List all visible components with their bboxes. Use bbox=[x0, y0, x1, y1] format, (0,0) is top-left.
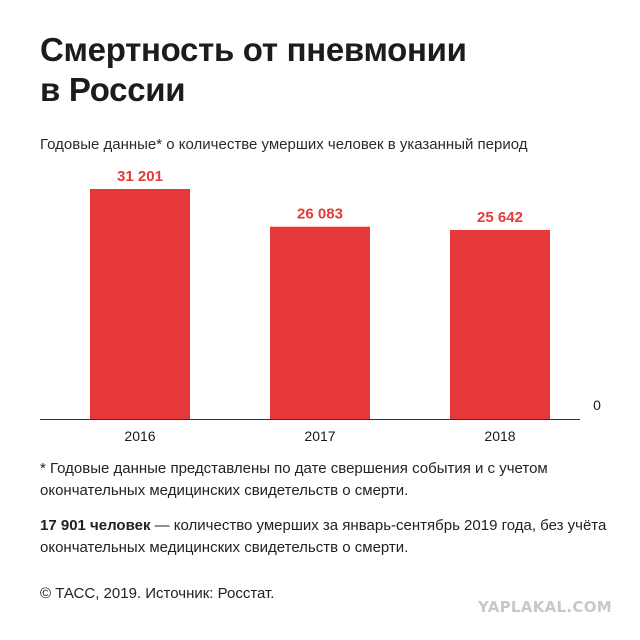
x-tick-2016: 2016 bbox=[124, 428, 155, 444]
footnote: * Годовые данные представлены по дате св… bbox=[40, 460, 548, 499]
source-credit: © ТАСС, 2019. Источник: Росстат. bbox=[40, 585, 275, 602]
bar-2017 bbox=[270, 226, 370, 419]
x-tick-2018: 2018 bbox=[484, 428, 515, 444]
y-zero-label: 0 bbox=[593, 397, 601, 413]
note-text: — количество умерших за январь-сентябрь … bbox=[40, 517, 607, 556]
title-line-1: Смертность от пневмонии bbox=[40, 31, 467, 68]
note-bold: 17 901 человек bbox=[40, 517, 151, 534]
title-line-2: в России bbox=[40, 71, 186, 108]
note: 17 901 человек — количество умерших за я… bbox=[40, 515, 620, 559]
watermark: YAPLAKAL.COM bbox=[478, 598, 612, 616]
value-label-2016: 31 201 bbox=[117, 168, 163, 185]
value-label-2017: 26 083 bbox=[297, 206, 343, 223]
page-title: Смертность от пневмонии в России bbox=[40, 30, 600, 110]
chart-subtitle: Годовые данные* о количестве умерших чел… bbox=[40, 136, 528, 153]
value-label-2018: 25 642 bbox=[477, 209, 523, 226]
bar-2018 bbox=[450, 229, 550, 419]
bar-2016 bbox=[90, 189, 190, 419]
x-tick-2017: 2017 bbox=[304, 428, 335, 444]
